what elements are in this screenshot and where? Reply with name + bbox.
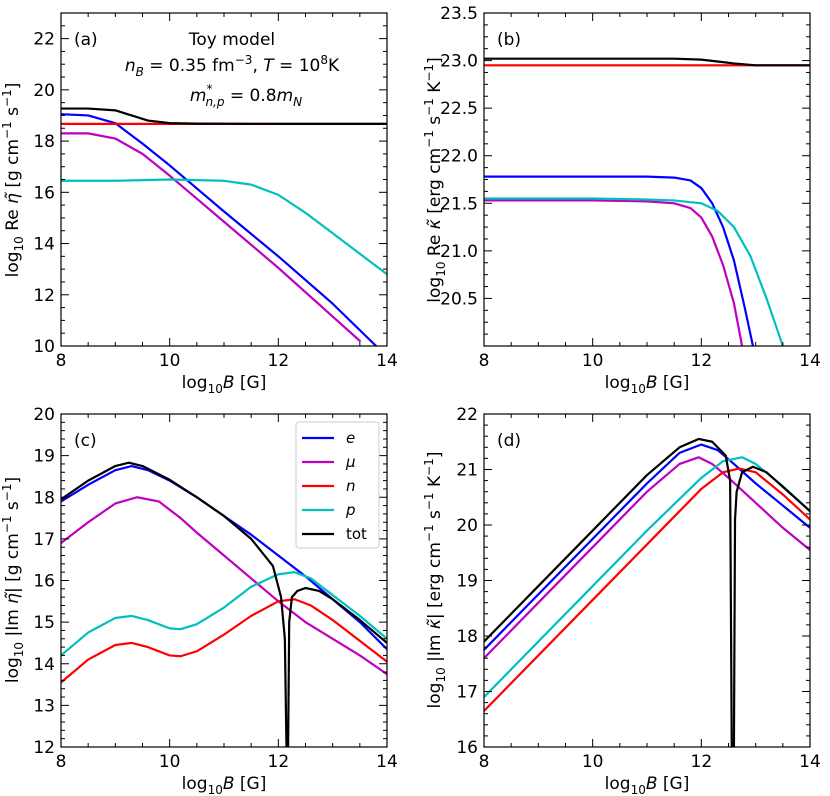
series-line-mu <box>484 199 744 346</box>
y-tick-label: 19 <box>456 572 478 592</box>
x-tick-label: 8 <box>479 752 490 772</box>
y-axis-label: log10 |Im κ̃| [erg cm−1 s−1 K−1] <box>422 452 448 709</box>
y-tick-label: 22.5 <box>440 99 478 119</box>
y-tick-label: 14 <box>33 235 55 255</box>
y-tick-label: 16 <box>33 572 55 592</box>
y-tick-label: 13 <box>33 696 55 716</box>
y-tick-label: 18 <box>456 627 478 647</box>
x-tick-label: 14 <box>799 351 821 371</box>
panel-label: (b) <box>497 30 521 50</box>
series-group <box>484 437 810 747</box>
y-tick-label: 20 <box>456 516 478 536</box>
annotation-density-temperature: nB = 0.35 fm−3, T = 108K <box>125 53 340 79</box>
y-tick-label: 22 <box>33 30 55 50</box>
annotation-title: Toy model <box>188 30 275 50</box>
y-tick-label: 12 <box>33 738 55 758</box>
x-tick-label: 12 <box>268 752 290 772</box>
series-group <box>61 107 387 346</box>
annotation-effective-mass: m* n,p = 0.8mN <box>190 82 302 109</box>
series-line-n <box>484 467 810 713</box>
y-axis-label: log10 |Im η̃| [g cm−1 s−1] <box>0 477 26 683</box>
series-line-tot <box>484 437 810 747</box>
series-line-mu <box>61 496 387 676</box>
y-tick-label: 21.5 <box>440 194 478 214</box>
series-line-e <box>484 443 810 651</box>
series-line-p <box>61 178 387 276</box>
legend-label: μ <box>345 453 356 471</box>
axes-frame <box>483 413 811 748</box>
y-tick-label: 17 <box>456 683 478 703</box>
panel-c: 8 10 12 14 12 13 14 15 16 17 18 19 20 log10B [G] log10… <box>0 405 398 796</box>
y-tick-label: 10 <box>33 337 55 357</box>
y-tick-label: 23.0 <box>440 52 478 72</box>
x-tick-label: 8 <box>56 351 67 371</box>
y-tick-label: 20.5 <box>440 289 478 309</box>
series-line-tot <box>484 57 810 67</box>
series-line-mu <box>61 132 361 342</box>
y-tick-label: 20 <box>33 81 55 101</box>
x-axis-label: log10B [G] <box>605 774 690 796</box>
legend-label: p <box>345 501 356 519</box>
x-tick-label: 10 <box>582 752 604 772</box>
x-tick-label: 14 <box>376 752 398 772</box>
series-line-mu <box>484 456 810 660</box>
panel-label: (a) <box>74 30 98 50</box>
x-tick-label: 12 <box>268 351 290 371</box>
y-axis-label: log10 Re κ̃ [erg cm−1 s−1 K−1] <box>422 57 448 302</box>
y-tick-label: 18 <box>33 488 55 508</box>
panel-d: 8 10 12 14 16 17 18 19 20 21 22 log10B [G] log10 |Im… <box>422 405 821 796</box>
series-line-e <box>484 175 755 346</box>
x-tick-label: 8 <box>56 752 67 772</box>
panel-label: (c) <box>74 431 97 451</box>
legend-label: tot <box>346 525 367 543</box>
y-tick-label: 20 <box>33 405 55 425</box>
series-line-tot <box>61 461 387 747</box>
y-tick-label: 14 <box>33 655 55 675</box>
y-tick-label: 22.0 <box>440 147 478 167</box>
x-axis-label: log10B [G] <box>182 774 267 796</box>
y-tick-label: 12 <box>33 286 55 306</box>
x-tick-label: 10 <box>159 351 181 371</box>
legend-label: e <box>346 429 355 447</box>
y-tick-label: 18 <box>33 132 55 152</box>
y-tick-label: 15 <box>33 613 55 633</box>
y-tick-label: 16 <box>33 183 55 203</box>
series-group <box>484 57 810 346</box>
y-axis-label: log10 Re η̃ [g cm−1 s−1] <box>0 83 26 278</box>
series-line-p <box>61 571 387 657</box>
y-tick-label: 17 <box>33 530 55 550</box>
x-tick-label: 10 <box>159 752 181 772</box>
x-tick-label: 12 <box>691 752 713 772</box>
legend-box <box>295 421 380 549</box>
axes-frame <box>483 12 811 347</box>
x-axis-label: log10B [G] <box>182 373 267 396</box>
series-line-n <box>61 598 387 684</box>
x-axis-label: log10B [G] <box>605 373 690 396</box>
x-tick-label: 14 <box>376 351 398 371</box>
series-group <box>61 461 387 747</box>
series-line-tot <box>61 107 387 126</box>
x-tick-label: 12 <box>691 351 713 371</box>
y-tick-label: 21.0 <box>440 242 478 262</box>
x-tick-label: 10 <box>582 351 604 371</box>
y-tick-label: 16 <box>456 738 478 758</box>
legend-label: n <box>346 477 356 495</box>
y-tick-label: 22 <box>456 405 478 425</box>
series-line-p <box>484 197 784 346</box>
panel-b: 8 10 12 14 20.5 21.0 21.5 22.0 22.5 23.0 23.5 log10… <box>422 4 821 396</box>
x-tick-label: 8 <box>479 351 490 371</box>
y-tick-label: 23.5 <box>440 4 478 24</box>
series-line-e <box>61 113 378 346</box>
y-tick-label: 19 <box>33 447 55 467</box>
panel-label: (d) <box>497 431 521 451</box>
y-tick-label: 21 <box>456 461 478 481</box>
x-tick-label: 14 <box>799 752 821 772</box>
